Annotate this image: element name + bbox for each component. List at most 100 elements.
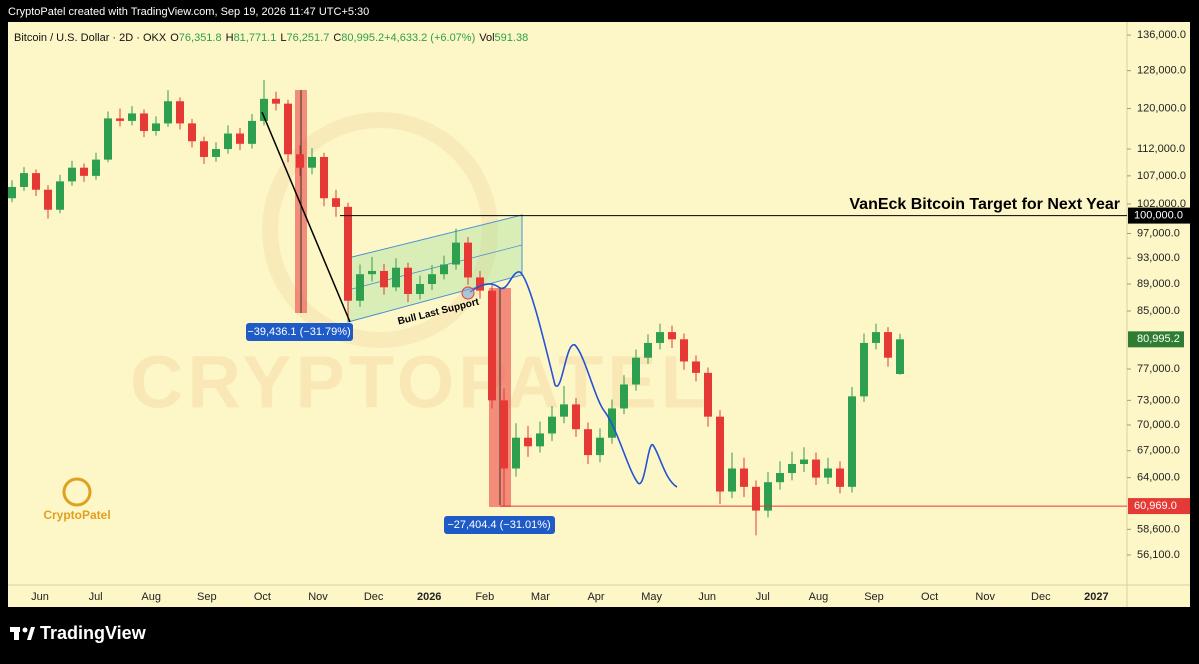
candle-body [116, 118, 124, 121]
plot-background [8, 22, 1190, 607]
legend-key: O [170, 32, 179, 44]
y-tick-label: 73,000.0 [1137, 394, 1180, 406]
candle-body [152, 123, 160, 131]
y-tick-label: 67,000.0 [1137, 445, 1180, 457]
price-tag-label: 100,000.0 [1134, 209, 1183, 221]
last-price-label: 80,995.2 [1137, 333, 1180, 345]
candle-body [812, 459, 820, 478]
x-tick-label: Sep [197, 591, 217, 603]
footer: TradingView [10, 623, 147, 643]
y-tick-label: 102,000.0 [1137, 198, 1186, 210]
candle-body [476, 277, 484, 291]
candle-body [488, 290, 496, 401]
y-tick-label: 120,000.0 [1137, 102, 1186, 114]
candle-body [428, 274, 436, 284]
candle-body [20, 173, 28, 187]
candle-body [128, 113, 136, 121]
y-tick-label: 93,000.0 [1137, 252, 1180, 264]
candle-body [200, 141, 208, 157]
candle-body [632, 357, 640, 385]
axes: 136,000.0 128,000.0 120,000.0 112,000.0 107,… [31, 29, 1190, 603]
support-marker [461, 286, 475, 300]
legend-value: 80,995.2 [341, 32, 384, 44]
candle-body [668, 332, 676, 340]
x-tick-label: Dec [1031, 591, 1051, 603]
x-tick-label: Jul [756, 591, 770, 603]
candle-body [536, 433, 544, 447]
candle-body [836, 468, 844, 487]
candle-body [572, 404, 580, 430]
legend-value: 81,771.1 [234, 32, 277, 44]
candle-body [824, 468, 832, 478]
legend-value: 591.38 [495, 32, 529, 44]
candle-body [308, 156, 316, 168]
candle-body [236, 133, 244, 144]
candle-body [392, 267, 400, 288]
candle-body [860, 342, 868, 397]
candle-body [68, 167, 76, 182]
x-tick-label: 2027 [1084, 591, 1108, 603]
brand-mark [22, 627, 28, 633]
candle-body [704, 372, 712, 417]
x-tick-label: Oct [921, 591, 938, 603]
candle-body [32, 173, 40, 190]
legend-key: H [226, 32, 234, 44]
candle-body [788, 463, 796, 474]
candle-body [800, 459, 808, 464]
candle-body [752, 486, 760, 511]
y-tick-label: 70,000.0 [1137, 419, 1180, 431]
candle-body [596, 437, 604, 456]
candle-body [692, 361, 700, 373]
candle-body [44, 189, 52, 210]
channel-mid [347, 244, 523, 291]
candle-body [620, 384, 628, 409]
measure-label: −39,436.1 (−31.79%) [247, 326, 350, 338]
watermark: CRYPTOPATEL [130, 341, 710, 424]
candle-body [272, 98, 280, 104]
candle-body [188, 123, 196, 142]
candle-body [464, 242, 472, 278]
price-tag [1128, 207, 1190, 224]
x-tick-label: Feb [475, 591, 494, 603]
legend-key: L [280, 32, 286, 44]
logo-mark [62, 477, 92, 507]
x-tick-label: Jun [698, 591, 716, 603]
candle-body [728, 468, 736, 492]
y-tick-label: 58,600.0 [1137, 523, 1180, 535]
candle-body [584, 429, 592, 456]
x-tick-label: Oct [254, 591, 271, 603]
y-tick-label: 85,000.0 [1137, 305, 1180, 317]
candle-body [416, 283, 424, 294]
candle-body [56, 181, 64, 210]
candle-body [248, 120, 256, 144]
legend-key: C [333, 32, 341, 44]
candle-body [164, 101, 172, 124]
legend-key: Vol [479, 32, 494, 44]
candle-body [224, 133, 232, 150]
candle-body [296, 154, 304, 168]
candle-body [872, 332, 880, 343]
y-tick-label: 107,000.0 [1137, 170, 1186, 182]
measure-box [444, 516, 555, 534]
y-tick-label: 97,000.0 [1137, 227, 1180, 239]
candle-body [848, 396, 856, 487]
x-tick-label: Sep [864, 591, 884, 603]
x-tick-label: Dec [364, 591, 384, 603]
candle-body [176, 101, 184, 124]
candle-body [212, 149, 220, 157]
candle-body [356, 274, 364, 301]
candle-body [452, 242, 460, 265]
x-tick-label: Aug [809, 591, 829, 603]
projection-path [469, 271, 678, 488]
candle-body [104, 118, 112, 160]
candle-body [644, 342, 652, 358]
x-tick-label: May [641, 591, 662, 603]
candle-body [344, 206, 352, 301]
candle-body [80, 167, 88, 176]
candle-body [380, 270, 388, 288]
trend-line [261, 111, 351, 323]
candle-body [320, 156, 328, 199]
candle-body [764, 482, 772, 511]
